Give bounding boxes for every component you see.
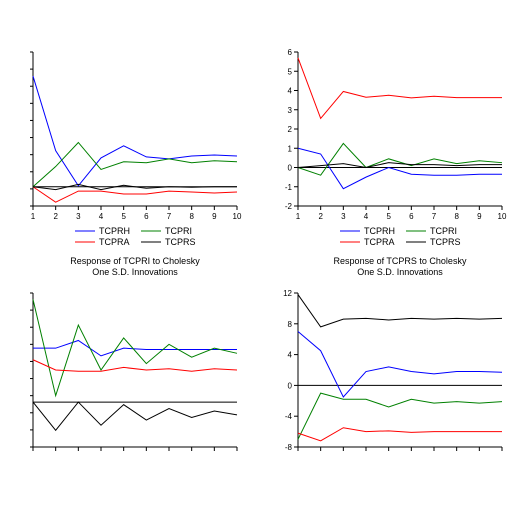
y-tick-label: 12 [283, 289, 292, 298]
legend-label-tcprh: TCPRH [99, 226, 130, 236]
series-line-tcpra [297, 57, 502, 120]
y-tick-label: 4 [288, 87, 293, 96]
x-tick-label: 6 [409, 212, 414, 221]
x-tick-label: 6 [144, 212, 149, 221]
series-line-tcpri [32, 141, 238, 188]
chart-panel-2: -2 -1 0 1 2 3 4 5 6 1 2 3 4 5 6 7 8 9 10 TCPRH TCPRI TCPRA TCP… [285, 48, 507, 247]
x-tick-label: 3 [76, 212, 81, 221]
series-line-tcprs [297, 162, 502, 169]
series-line-tcprs [32, 183, 237, 191]
x-tick-label: 5 [386, 212, 391, 221]
series-line-tcprh [33, 339, 237, 357]
x-tick-label: 9 [477, 212, 482, 221]
y-tick-label: -1 [285, 183, 293, 192]
x-tick-label: 2 [318, 212, 323, 221]
legend-label-tcpri: TCPRI [165, 226, 192, 236]
y-tick-label: 0 [288, 381, 293, 390]
legend-label-tcpra: TCPRA [364, 237, 395, 247]
legend-label-tcprs: TCPRS [165, 237, 196, 247]
x-tick-label: 8 [454, 212, 459, 221]
y-tick-label: 5 [288, 67, 293, 76]
x-tick-label: 9 [212, 212, 217, 221]
series-line-tcpra [32, 359, 238, 372]
x-tick-label: 4 [99, 212, 104, 221]
chart-panel-1: 1 2 3 4 5 6 7 8 9 10 TCPRH TCPRI TCPRA TCPRS [30, 51, 242, 247]
x-tick-label: 10 [233, 212, 242, 221]
y-tick-label: 1 [288, 144, 293, 153]
x-tick-label: 4 [364, 212, 369, 221]
legend-label-tcprh: TCPRH [364, 226, 395, 236]
x-tick-label: 10 [498, 212, 507, 221]
y-tick-label: 4 [288, 351, 293, 360]
series-line-tcpra [297, 427, 502, 442]
x-tick-label: 3 [341, 212, 346, 221]
chart-title-line: Response of TCPRS to Cholesky [334, 256, 467, 266]
y-tick-label: 6 [288, 48, 293, 57]
series-line-tcprs [32, 401, 238, 432]
x-tick-label: 1 [31, 212, 36, 221]
x-tick-label: 2 [53, 212, 58, 221]
chart-title-line: One S.D. Innovations [92, 267, 178, 277]
y-tick-label: 8 [288, 320, 293, 329]
x-tick-label: 8 [189, 212, 194, 221]
y-tick-label: 0 [288, 164, 293, 173]
chart-title-line: Response of TCPRI to Cholesky [70, 256, 200, 266]
series-line-tcpri [297, 392, 503, 440]
series-line-tcpri [32, 299, 238, 398]
y-tick-label: 3 [288, 106, 293, 115]
x-tick-label: 5 [121, 212, 126, 221]
series-line-tcprh [297, 331, 503, 398]
x-tick-label: 1 [296, 212, 301, 221]
y-tick-label: -2 [285, 202, 293, 211]
series-line-tcprh [32, 75, 238, 187]
x-tick-label: 7 [432, 212, 437, 221]
legend-label-tcpri: TCPRI [430, 226, 457, 236]
y-tick-label: -4 [285, 412, 293, 421]
legend-label-tcpra: TCPRA [99, 237, 130, 247]
series-line-tcprh [297, 147, 502, 190]
series-line-tcprs [297, 294, 503, 328]
series-line-tcpra [32, 186, 238, 203]
y-tick-label: -8 [285, 443, 293, 452]
y-tick-label: 2 [288, 125, 293, 134]
legend-label-tcprs: TCPRS [430, 237, 461, 247]
chart-title-line: One S.D. Innovations [357, 267, 443, 277]
series-line-tcpri [297, 142, 503, 176]
x-tick-label: 7 [167, 212, 172, 221]
